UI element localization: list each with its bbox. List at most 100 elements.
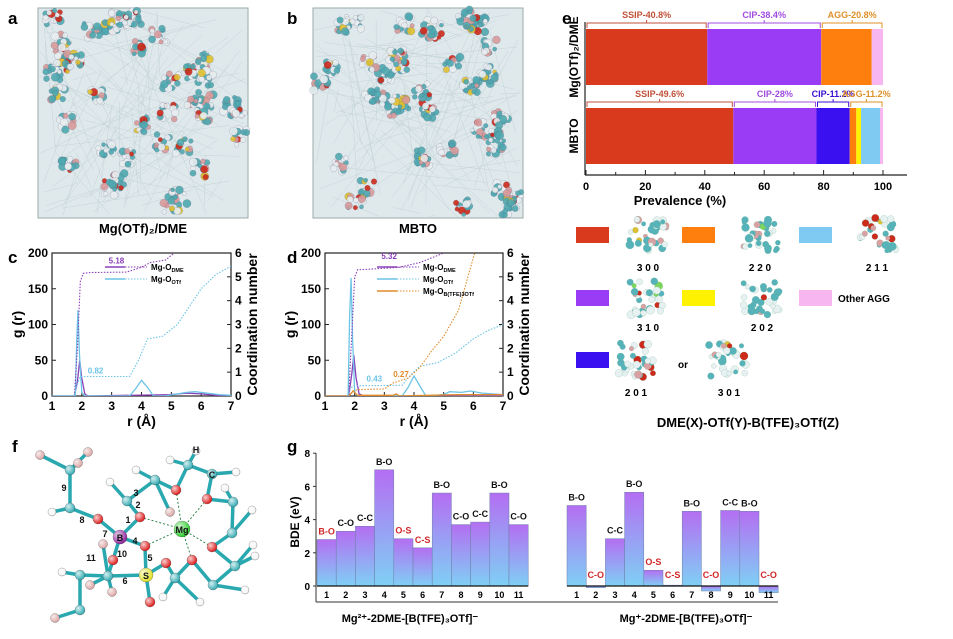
bond-label: C-O [338, 518, 355, 528]
bond-number-label: 2 [135, 500, 140, 510]
prevalence-chart-e: Mg(OTf)₂/DME SSIP-40.8% CIP-38.4% AGG-20.8%… [567, 10, 907, 208]
bde-bar [335, 530, 356, 587]
bond-index-label: 5 [651, 590, 656, 600]
bond-label: C-O [453, 512, 470, 522]
bde-chart-g: 0 2 4 6 8 BDE (eV) B-O 1 C-O 2 C-C 3 B-O 4 O-S 5 C-S 6 B-O… [288, 449, 779, 625]
bond-index-label: 3 [612, 590, 617, 600]
x-tick-label: 80 [817, 181, 829, 193]
molecule-cluster-image [856, 214, 899, 254]
solvation-cluster [502, 189, 525, 206]
solvation-cluster [42, 8, 65, 28]
legend-code: 3 0 1 [718, 388, 741, 399]
bond-label: B-O [684, 498, 701, 508]
bracket [816, 99, 850, 107]
legend-swatch [682, 227, 715, 243]
solvation-cluster [330, 152, 349, 176]
bond-label: C-O [760, 570, 777, 580]
bond-label: B-O [491, 480, 508, 490]
y-tick-label: 200 [28, 246, 48, 260]
bde-bar [605, 538, 625, 587]
bond-number-label: 11 [86, 553, 96, 563]
bde-bar [431, 492, 452, 587]
x-axis-label: Prevalence (%) [634, 193, 727, 208]
bond-index-label: 9 [478, 590, 483, 600]
bar-segment-220 [849, 108, 857, 164]
x-tick-label: 7 [500, 399, 507, 413]
bond-index-label: 11 [514, 590, 524, 600]
bond [230, 500, 235, 535]
panel-label-f: f [12, 437, 18, 456]
legend-swatch [682, 290, 715, 306]
y2-tick-label: 3 [507, 318, 514, 332]
bracket [733, 99, 816, 107]
legend-code: 2 2 0 [749, 263, 772, 274]
solvation-cluster [453, 196, 473, 217]
bond-number-label: 6 [122, 576, 127, 586]
y-tick-label: 50 [35, 353, 49, 367]
bond-index-label: 3 [362, 590, 367, 600]
bracket [821, 20, 883, 28]
series-line-mg-o-dme-g-r- [52, 360, 231, 396]
series-line-mg-o-otf-g-r- [325, 277, 503, 396]
annotation: 0.27 [393, 370, 409, 379]
bracket-label: CIP-28% [757, 89, 793, 99]
solvation-cluster [151, 131, 173, 154]
legend-label: Other AGG [838, 294, 890, 305]
bde-bar [374, 469, 395, 587]
y-tick-label: 100 [301, 318, 321, 332]
solvation-cluster [227, 100, 248, 120]
legend-caption: DME(X)-OTf(Y)-B(TFE)₃OTf(Z) [657, 415, 839, 430]
x-tick-label: 0 [583, 181, 589, 193]
category-label: Mg(OTf)₂/DME [567, 16, 581, 97]
molecule-cluster-image [625, 215, 670, 254]
x-tick-label: 6 [470, 399, 477, 413]
solvation-cluster [385, 45, 408, 67]
solvation-cluster [47, 83, 69, 104]
bracket-label: SSIP-40.8% [622, 10, 671, 20]
bar-segment-310 [707, 29, 822, 85]
bar-segment-202 [856, 108, 862, 164]
solvation-cluster [148, 24, 170, 46]
solvation-cluster [485, 138, 507, 158]
x-tick-label: 5 [168, 399, 175, 413]
x-tick-label: 2 [351, 399, 358, 413]
solvation-cluster [195, 50, 214, 70]
legend-code: 2 1 1 [866, 263, 889, 274]
solvation-structure-legend: 3 0 0 2 2 0 2 1 1 3 1 0 2 0 2 Other AGG 2 0 1 o… [576, 214, 899, 430]
bde-bar [355, 525, 375, 587]
y-tick-label: 50 [308, 353, 322, 367]
solvation-cluster [80, 21, 103, 42]
solvation-cluster [183, 94, 205, 109]
coordination-bond [181, 528, 193, 561]
bracket [707, 20, 821, 28]
bar-segment-300 [586, 29, 708, 85]
bracket [586, 99, 733, 107]
bar-segment-other-agg [880, 108, 883, 164]
solvation-cluster [344, 192, 367, 211]
x-axis-label: r (Å) [127, 413, 156, 429]
legend-swatch [799, 227, 832, 243]
y-tick-label: 0 [314, 389, 321, 403]
bar-segment-201-or-301 [816, 108, 850, 164]
bde-bar [508, 524, 529, 587]
solvation-cluster [87, 86, 108, 106]
solvation-cluster [42, 63, 64, 83]
y-axis-label: g (r) [282, 311, 298, 338]
bond [190, 558, 215, 587]
bond-index-label: 2 [593, 590, 598, 600]
bar-segment-other-agg [871, 29, 883, 85]
bracket [586, 20, 707, 28]
bond-number-label: 4 [132, 536, 137, 546]
solvation-cluster [50, 30, 72, 53]
y2-tick-label: 5 [235, 270, 242, 284]
bond-index-label: 1 [574, 590, 579, 600]
y2-tick-label: 3 [235, 318, 242, 332]
bde-bar [624, 491, 645, 587]
x-tick-label: 20 [639, 181, 651, 193]
bracket-label: CIP-11.2% [812, 89, 855, 99]
solvation-cluster [229, 125, 251, 148]
solvation-cluster [374, 64, 396, 85]
bond [101, 542, 110, 578]
bond-label: C-C [607, 526, 623, 536]
